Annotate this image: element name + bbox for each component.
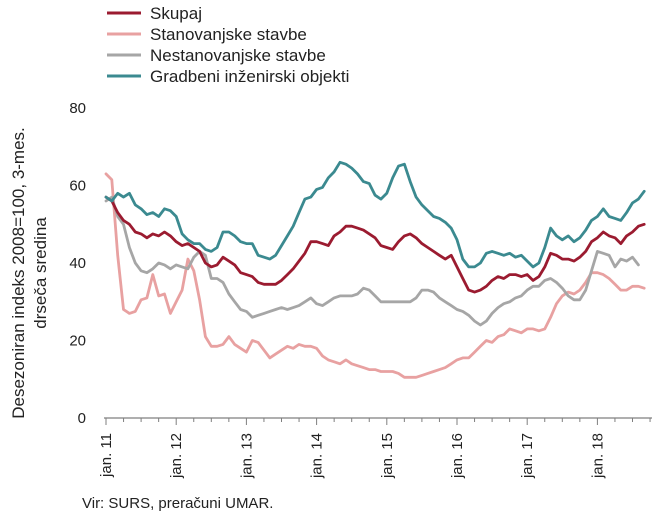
legend-label: Nestanovanjske stavbe bbox=[150, 46, 326, 65]
y-tick-label: 40 bbox=[69, 255, 86, 272]
legend-label: Skupaj bbox=[150, 4, 202, 23]
y-axis: 0 20 40 60 80 bbox=[69, 100, 86, 427]
series-line-3 bbox=[104, 160, 646, 269]
y-axis-label-line: drseča sredina bbox=[31, 217, 50, 329]
y-axis-label-line: Desezoniran indeks 2008=100, 3-mes. bbox=[9, 127, 28, 419]
x-tick-label: jan. 11 bbox=[98, 433, 115, 478]
series-lines bbox=[104, 160, 646, 379]
series-line-1 bbox=[104, 172, 646, 379]
x-tick-label: jan. 15 bbox=[379, 433, 396, 479]
x-tick-label: jan. 17 bbox=[519, 433, 536, 479]
x-tick-label: jan. 13 bbox=[238, 433, 255, 479]
x-axis: jan. 11 jan. 12 jan. 13 jan. 14 jan. 15 jan. … bbox=[98, 417, 652, 479]
series-line-2 bbox=[104, 195, 640, 327]
x-tick-label: jan. 12 bbox=[168, 433, 185, 479]
legend-label: Gradbeni inženirski objekti bbox=[150, 67, 349, 86]
x-tick-label: jan. 14 bbox=[309, 433, 326, 479]
y-tick-label: 20 bbox=[69, 333, 86, 350]
y-axis-label: Desezoniran indeks 2008=100, 3-mes. drseč… bbox=[9, 127, 50, 419]
y-tick-label: 60 bbox=[69, 178, 86, 195]
x-tick-label: jan. 16 bbox=[449, 433, 466, 479]
legend-label: Stanovanjske stavbe bbox=[150, 25, 307, 44]
legend: Skupaj Stanovanjske stavbe Nestanovanjske … bbox=[107, 4, 349, 86]
x-tick-label: jan. 18 bbox=[589, 433, 606, 479]
series-line-0 bbox=[104, 195, 646, 294]
y-tick-label: 0 bbox=[78, 410, 86, 427]
y-tick-label: 80 bbox=[69, 100, 86, 117]
source-note: Vir: SURS, preračuni UMAR. bbox=[82, 495, 273, 512]
